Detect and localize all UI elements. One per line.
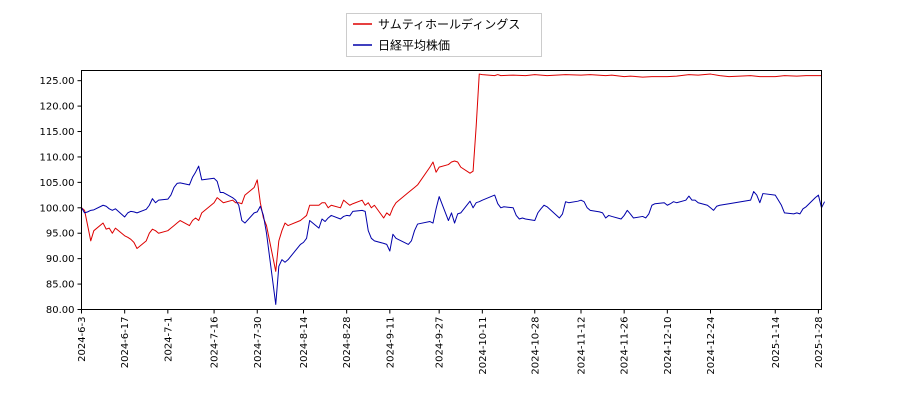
x-tick-label: 2024-7-30: [253, 317, 264, 369]
x-tick-label: 2024-8-14: [299, 317, 310, 369]
x-tick-label: 2024-7-16: [210, 317, 221, 369]
legend-box: [346, 13, 542, 57]
legend: サムティホールディングス 日経平均株価: [346, 13, 542, 57]
x-tick-label: 2025-1-14: [771, 317, 782, 369]
y-tick-label: 110.00: [40, 152, 75, 163]
y-tick-label: 80.00: [46, 305, 75, 316]
x-tick-label: 2024-6-3: [77, 317, 88, 362]
x-tick-label: 2024-10-28: [530, 317, 541, 375]
x-tick-label: 2024-8-28: [342, 317, 353, 369]
x-tick-label: 2024-11-26: [620, 317, 631, 375]
y-tick-label: 125.00: [40, 76, 75, 87]
y-tick-label: 85.00: [46, 280, 75, 291]
y-tick-label: 90.00: [46, 254, 75, 265]
axis-ticks: 80.00 85.00 90.00 95.00 100.00 105.00 110.00 11…: [40, 76, 825, 374]
y-tick-label: 120.00: [40, 102, 75, 113]
plot-area: [81, 73, 826, 305]
y-tick-label: 115.00: [40, 127, 75, 138]
y-tick-label: 95.00: [46, 229, 75, 240]
x-tick-label: 2025-1-28: [814, 317, 825, 369]
x-tick-label: 2024-12-24: [706, 317, 717, 375]
series-line-samty: [81, 73, 822, 272]
x-tick-label: 2024-9-27: [435, 317, 446, 369]
series-line-nikkei: [81, 165, 826, 305]
x-tick-label: 2024-9-11: [385, 317, 396, 369]
legend-label-samty: サムティホールディングス: [378, 17, 520, 32]
y-tick-label: 100.00: [40, 203, 75, 214]
x-tick-label: 2024-7-1: [163, 317, 174, 362]
legend-label-nikkei: 日経平均株価: [378, 38, 450, 53]
x-tick-label: 2024-12-10: [663, 317, 674, 375]
y-tick-label: 105.00: [40, 178, 75, 189]
x-tick-label: 2024-11-12: [577, 317, 588, 375]
x-tick-label: 2024-10-11: [478, 317, 489, 375]
plot-frame: [81, 70, 822, 310]
x-tick-label: 2024-6-17: [120, 317, 131, 369]
